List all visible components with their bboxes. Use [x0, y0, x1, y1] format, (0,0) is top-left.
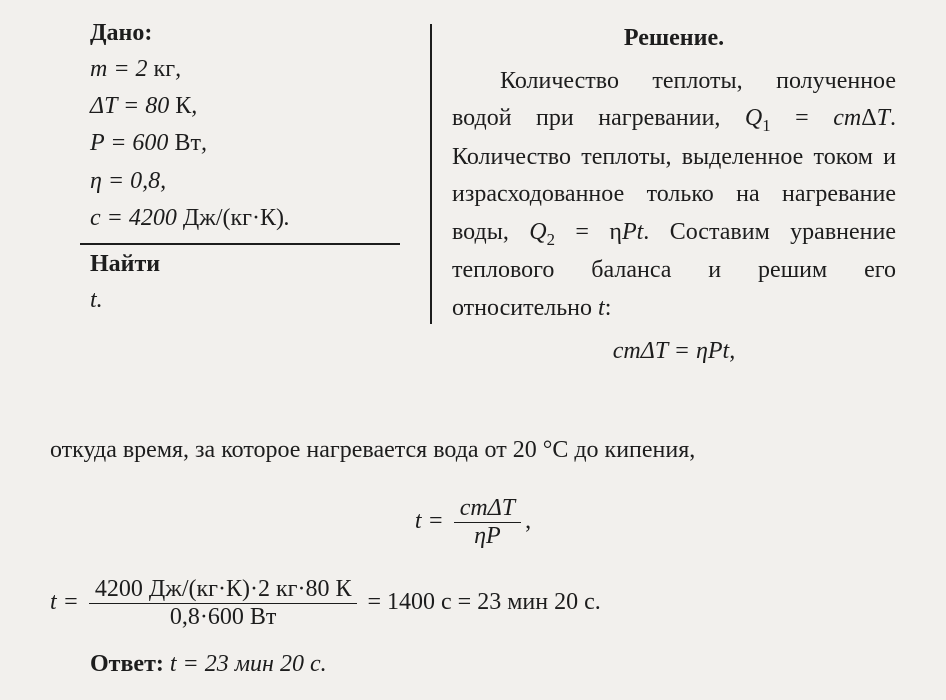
- formula-numerator: cmΔT: [454, 495, 521, 522]
- given-line-2: P = 600 Вт,: [90, 125, 430, 162]
- answer-label: Ответ:: [90, 651, 164, 677]
- horizontal-rule: [80, 243, 400, 245]
- vertical-rule: [430, 24, 432, 324]
- numeric-lhs: t =: [50, 589, 79, 615]
- formula-denominator: ηP: [454, 522, 521, 550]
- symbolic-formula: t = cmΔT ηP ,: [50, 495, 896, 550]
- page: Дано: m = 2 кг,ΔT = 80 К,P = 600 Вт,η = …: [0, 0, 946, 700]
- balance-equation: cmΔT = ηPt,: [452, 333, 896, 370]
- solution-body: Количество теплоты, полученное водой при…: [452, 63, 896, 327]
- numeric-fraction: 4200 Дж/(кг·К)·2 кг·80 К 0,8·600 Вт: [89, 576, 358, 631]
- given-line-3: η = 0,8,: [90, 163, 430, 200]
- numeric-denominator: 0,8·600 Вт: [89, 603, 358, 631]
- find-heading: Найти: [90, 251, 430, 278]
- numeric-result: = 1400 с = 23 мин 20 с.: [367, 589, 600, 615]
- formula-fraction: cmΔT ηP: [454, 495, 521, 550]
- given-line-0: m = 2 кг,: [90, 51, 430, 88]
- numeric-formula: t = 4200 Дж/(кг·К)·2 кг·80 К 0,8·600 Вт …: [50, 576, 896, 631]
- continuation-text: откуда время, за которое нагревается вод…: [50, 432, 896, 469]
- given-column: Дано: m = 2 кг,ΔT = 80 К,P = 600 Вт,η = …: [50, 20, 430, 319]
- answer-value: t = 23 мин 20 с.: [170, 651, 327, 677]
- given-lines: m = 2 кг,ΔT = 80 К,P = 600 Вт,η = 0,8,c …: [90, 51, 430, 237]
- find-variable: t.: [90, 282, 430, 319]
- solution-heading: Решение.: [452, 20, 896, 57]
- answer-line: Ответ: t = 23 мин 20 с.: [50, 651, 896, 678]
- given-line-1: ΔT = 80 К,: [90, 88, 430, 125]
- solution-column: Решение. Количество теплоты, полученное …: [442, 20, 896, 370]
- given-heading: Дано:: [90, 20, 430, 47]
- given-line-4: c = 4200 Дж/(кг·К).: [90, 200, 430, 237]
- formula-lhs: t =: [415, 508, 444, 534]
- numeric-numerator: 4200 Дж/(кг·К)·2 кг·80 К: [89, 576, 358, 603]
- top-row: Дано: m = 2 кг,ΔT = 80 К,P = 600 Вт,η = …: [50, 20, 896, 424]
- formula-tail: ,: [525, 508, 531, 534]
